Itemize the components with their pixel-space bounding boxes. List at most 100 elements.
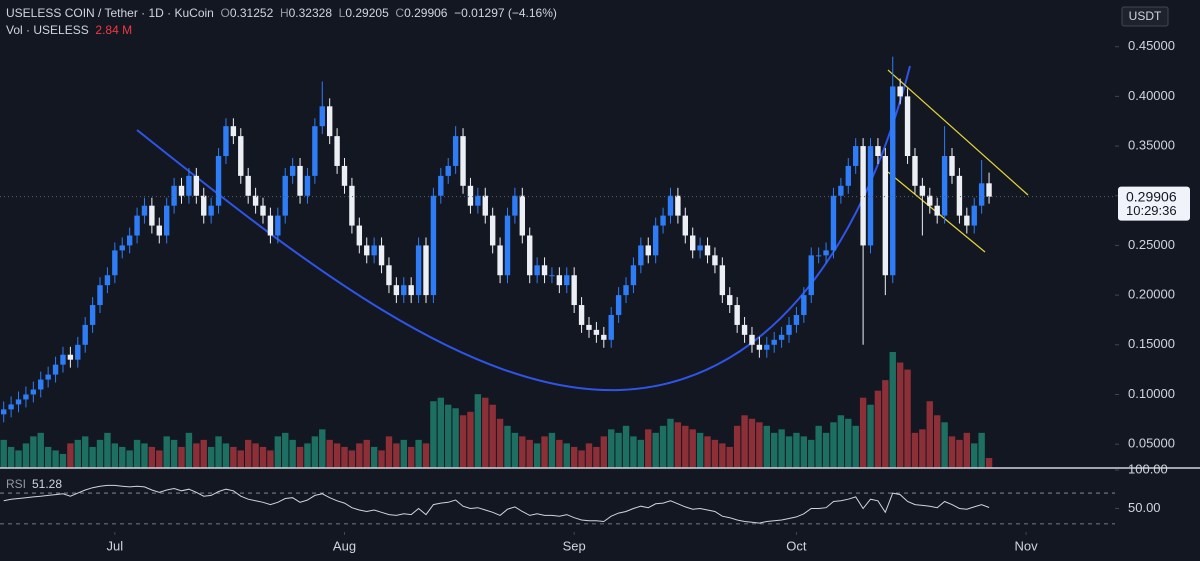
rsi-name: RSI	[6, 477, 26, 491]
volume-bar	[896, 362, 904, 468]
volume-bar	[808, 439, 815, 468]
volume-bar	[948, 436, 956, 468]
candle-body	[771, 339, 777, 345]
ohlc-letter: C	[395, 6, 405, 20]
candle-body	[786, 324, 792, 335]
candle-body	[23, 394, 29, 400]
candle-body	[319, 106, 325, 127]
candle-body	[482, 195, 488, 216]
candle-body	[727, 295, 733, 306]
volume-bar	[15, 450, 22, 468]
volume-bar	[971, 443, 978, 468]
volume-bar	[926, 401, 933, 468]
candle-body	[393, 285, 400, 296]
volume-bar	[89, 446, 96, 468]
volume-bar	[526, 439, 533, 468]
volume-bar	[882, 380, 889, 468]
candle-body	[838, 185, 844, 196]
candle-body	[527, 235, 533, 276]
candle-body	[326, 106, 333, 137]
candle-body	[445, 165, 451, 176]
volume-bar	[30, 436, 37, 468]
candle-body	[112, 250, 118, 276]
volume-bar	[252, 443, 259, 468]
candle-body	[141, 205, 148, 216]
candle-body	[356, 225, 363, 246]
volume-bar	[748, 418, 756, 468]
candle-body	[312, 126, 318, 176]
change: −0.01297 (−4.16%)	[454, 6, 557, 20]
volume-bar	[126, 450, 133, 468]
y-tick-label: 0.45000	[1128, 38, 1175, 53]
candle-body	[119, 245, 125, 251]
volume-bar	[756, 422, 763, 468]
volume-bar	[67, 443, 74, 468]
candle-body	[82, 324, 88, 345]
candle-body	[704, 245, 711, 256]
y-tick-label: 0.35000	[1128, 138, 1175, 153]
symbol-title: USELESS COIN / Tether · 1D · KuCoin	[6, 6, 214, 20]
candle-body	[163, 205, 170, 236]
candle-body	[430, 195, 437, 296]
candle-body	[475, 195, 481, 206]
candle-body	[630, 265, 637, 286]
volume-bar	[289, 439, 296, 468]
x-tick-label: Sep	[563, 538, 586, 553]
candle-body	[593, 329, 600, 335]
volume-bar	[585, 443, 593, 468]
volume-bar	[104, 432, 111, 468]
volume-name: Vol · USELESS	[6, 23, 89, 37]
candle-body	[364, 245, 370, 256]
volume-bar	[141, 443, 148, 468]
candle-body	[75, 344, 81, 360]
candle-body	[15, 399, 22, 405]
candle-body	[178, 185, 185, 196]
candle-body	[638, 245, 644, 266]
volume-bar	[274, 436, 282, 468]
volume-bar	[682, 425, 689, 468]
volume-bar	[207, 446, 215, 468]
volume-bar	[319, 429, 326, 468]
candle-body	[371, 245, 377, 256]
candle-body	[571, 275, 577, 306]
volume-bar	[541, 436, 548, 468]
ohlc-value: 0.29205	[345, 6, 389, 20]
candle-body	[52, 364, 59, 375]
volume-bar	[852, 425, 859, 468]
candle-body	[645, 245, 651, 256]
volume-bar	[74, 439, 81, 468]
candle-body	[193, 175, 200, 196]
ohlc-letter: H	[279, 6, 289, 20]
ohlc-letter: L	[338, 6, 346, 20]
candle-body	[890, 86, 896, 276]
rsi-line	[3, 484, 990, 524]
volume-bar	[726, 446, 733, 468]
volume-bar	[119, 446, 126, 468]
price-tag-value: 0.29906	[1126, 188, 1177, 204]
volume-bar	[608, 429, 615, 468]
candle-body	[978, 183, 985, 206]
candle-body	[860, 146, 866, 246]
volume-bar	[830, 422, 837, 468]
candle-body	[30, 389, 37, 395]
candle-body	[749, 334, 755, 345]
volume-bar	[904, 369, 911, 468]
candle-body	[438, 175, 444, 196]
volume-bar	[193, 443, 200, 468]
volume-bar	[415, 439, 422, 468]
candle-body	[682, 215, 688, 236]
candle-body	[97, 285, 103, 306]
volume-bar	[645, 429, 652, 468]
volume-bar	[659, 425, 667, 468]
volume-bar	[222, 443, 230, 468]
volume-bar	[437, 397, 445, 468]
volume-bar	[793, 432, 800, 468]
volume-bar	[704, 436, 711, 468]
volume-bar	[267, 450, 274, 468]
volume-bar	[341, 446, 348, 468]
volume-bar	[941, 422, 948, 468]
candle-body	[408, 285, 414, 296]
volume-bar	[622, 425, 630, 468]
volume-bar	[0, 439, 7, 468]
